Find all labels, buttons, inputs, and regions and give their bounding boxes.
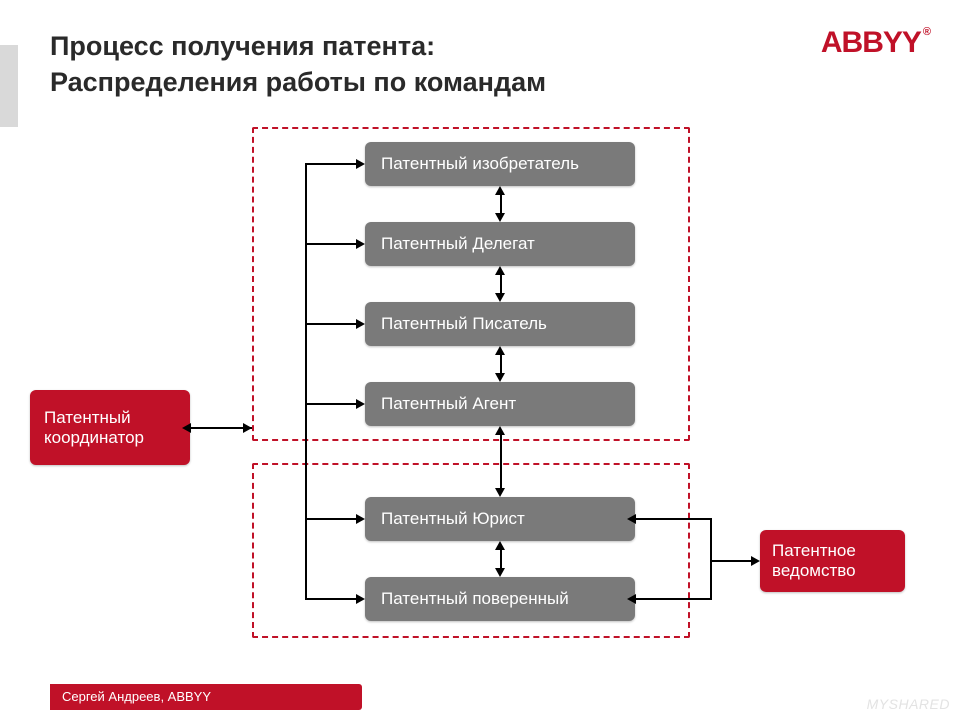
arrow-right-icon (751, 556, 760, 566)
r-to-office (710, 560, 752, 562)
box-agent: Патентный Агент (365, 382, 635, 426)
arrow-left-icon (627, 514, 636, 524)
arrow-up-icon (495, 266, 505, 275)
brand-logo: ABBYY® (821, 26, 930, 60)
stem-writer (305, 323, 357, 325)
r-stem-attorney (635, 598, 710, 600)
stem-delegate (305, 243, 357, 245)
arrow-right-icon (356, 594, 365, 604)
title-line-2: Распределения работы по командам (50, 67, 546, 97)
registered-icon: ® (923, 26, 930, 38)
arrow-up-icon (495, 346, 505, 355)
arrow-down-icon (495, 373, 505, 382)
arrow-up-icon (495, 541, 505, 550)
arrow-down-icon (495, 488, 505, 497)
stem-lawyer (305, 518, 357, 520)
box-coordinator: Патентный координатор (30, 390, 190, 465)
box-inventor-label: Патентный изобретатель (381, 154, 579, 174)
logo-text: ABBYY (821, 26, 921, 59)
left-tab-deco (0, 45, 18, 127)
footer-author: Сергей Андреев, ABBYY (50, 684, 362, 710)
box-lawyer: Патентный Юрист (365, 497, 635, 541)
r-stem-lawyer (635, 518, 710, 520)
arrow-right-icon (243, 423, 252, 433)
arrow-right-icon (356, 399, 365, 409)
stem-attorney (305, 598, 357, 600)
arrow-down-icon (495, 293, 505, 302)
arrow-right-icon (356, 239, 365, 249)
box-writer-label: Патентный Писатель (381, 314, 547, 334)
stem-inventor (305, 163, 357, 165)
mid-conn-4 (500, 432, 502, 491)
box-attorney-label: Патентный поверенный (381, 589, 569, 609)
box-inventor: Патентный изобретатель (365, 142, 635, 186)
watermark: MYSHARED (867, 696, 950, 712)
slide-title: Процесс получения патента: Распределения… (50, 28, 750, 101)
slide: Процесс получения патента: Распределения… (0, 0, 960, 720)
arrow-left-icon (627, 594, 636, 604)
box-coordinator-label: Патентный координатор (44, 408, 144, 448)
arrow-up-icon (495, 426, 505, 435)
arrow-up-icon (495, 186, 505, 195)
box-writer: Патентный Писатель (365, 302, 635, 346)
arrow-left-icon (182, 423, 191, 433)
box-office-label: Патентное ведомство (772, 541, 856, 581)
box-delegate: Патентный Делегат (365, 222, 635, 266)
box-lawyer-label: Патентный Юрист (381, 509, 525, 529)
arrow-down-icon (495, 568, 505, 577)
box-attorney: Патентный поверенный (365, 577, 635, 621)
box-office: Патентное ведомство (760, 530, 905, 592)
r-spine (710, 518, 712, 600)
conn-left-spine (305, 164, 307, 599)
box-delegate-label: Патентный Делегат (381, 234, 535, 254)
arrow-right-icon (356, 319, 365, 329)
stem-agent (305, 403, 357, 405)
arrow-right-icon (356, 514, 365, 524)
arrow-right-icon (356, 159, 365, 169)
arrow-down-icon (495, 213, 505, 222)
title-line-1: Процесс получения патента: (50, 31, 435, 61)
box-agent-label: Патентный Агент (381, 394, 516, 414)
